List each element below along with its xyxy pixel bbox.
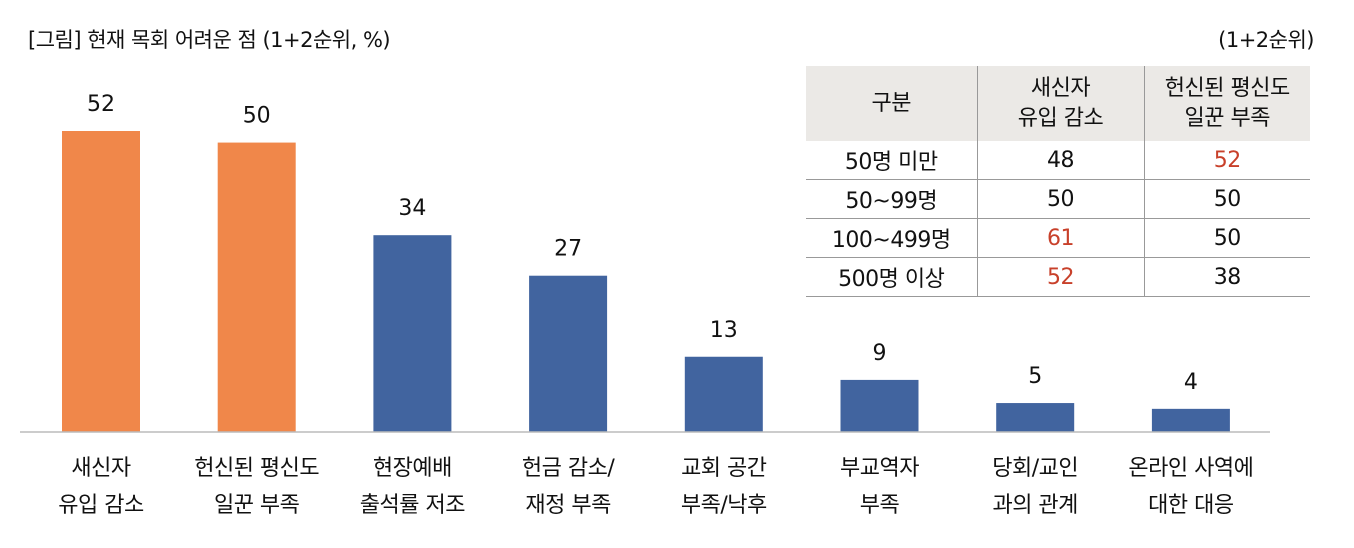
table-cell: 52 <box>1143 141 1310 180</box>
table-row: 50~99명 50 50 <box>806 179 1310 219</box>
data-label: 5 <box>1028 364 1042 389</box>
bar <box>1151 408 1230 432</box>
table-cell: 50 <box>1143 218 1310 258</box>
table-cell: 38 <box>1143 257 1310 297</box>
data-label: 13 <box>710 318 738 343</box>
data-label: 9 <box>873 341 887 366</box>
category-label: 부교역자 부족 <box>840 456 919 518</box>
bar <box>840 379 919 432</box>
bar <box>684 356 763 432</box>
table-header-cell: 새신자 유입 감소 <box>976 66 1144 141</box>
table-row: 50명 미만 48 52 <box>806 141 1310 180</box>
table-header-cell: 구분 <box>806 66 977 141</box>
data-label: 52 <box>87 92 115 117</box>
bar <box>373 235 452 432</box>
table-row: 100~499명 61 50 <box>806 218 1310 258</box>
row-label: 50~99명 <box>806 179 977 219</box>
row-label: 500명 이상 <box>806 257 977 297</box>
category-label: 온라인 사역에 대한 대응 <box>1128 456 1254 518</box>
table-cell: 48 <box>976 141 1144 180</box>
bar <box>996 403 1075 432</box>
bar <box>217 142 296 433</box>
category-label: 교회 공간 부족/낙후 <box>680 456 767 518</box>
table-header-cell: 헌신된 평신도 일꾼 부족 <box>1143 66 1310 141</box>
table-cell: 52 <box>976 257 1144 297</box>
bar <box>62 131 140 432</box>
breakdown-table: 구분 새신자 유입 감소 헌신된 평신도 일꾼 부족 50명 미만 48 52 50~99명 5… <box>806 66 1310 297</box>
row-label: 100~499명 <box>806 218 977 258</box>
row-label: 50명 미만 <box>806 141 977 180</box>
unit-note: (1+2순위) <box>1218 28 1314 52</box>
table-cell: 50 <box>1143 179 1310 219</box>
bar <box>529 275 608 432</box>
data-label: 27 <box>554 237 582 262</box>
category-label: 헌신된 평신도 일꾼 부족 <box>194 456 320 518</box>
table-cell: 50 <box>976 179 1144 219</box>
table-cell: 61 <box>976 218 1144 258</box>
chart-title: [그림] 현재 목회 어려운 점 (1+2순위, %) <box>28 28 391 52</box>
data-label: 4 <box>1184 370 1198 395</box>
category-label: 새신자 유입 감소 <box>58 456 144 518</box>
table-row: 500명 이상 52 38 <box>806 257 1310 297</box>
data-label: 34 <box>398 196 426 221</box>
category-label: 헌금 감소/재정 부족 <box>521 456 615 518</box>
category-label: 당회/교인 과의 관계 <box>992 456 1079 518</box>
data-label: 50 <box>243 104 271 129</box>
category-label: 현장예배 출석률 저조 <box>359 456 466 518</box>
